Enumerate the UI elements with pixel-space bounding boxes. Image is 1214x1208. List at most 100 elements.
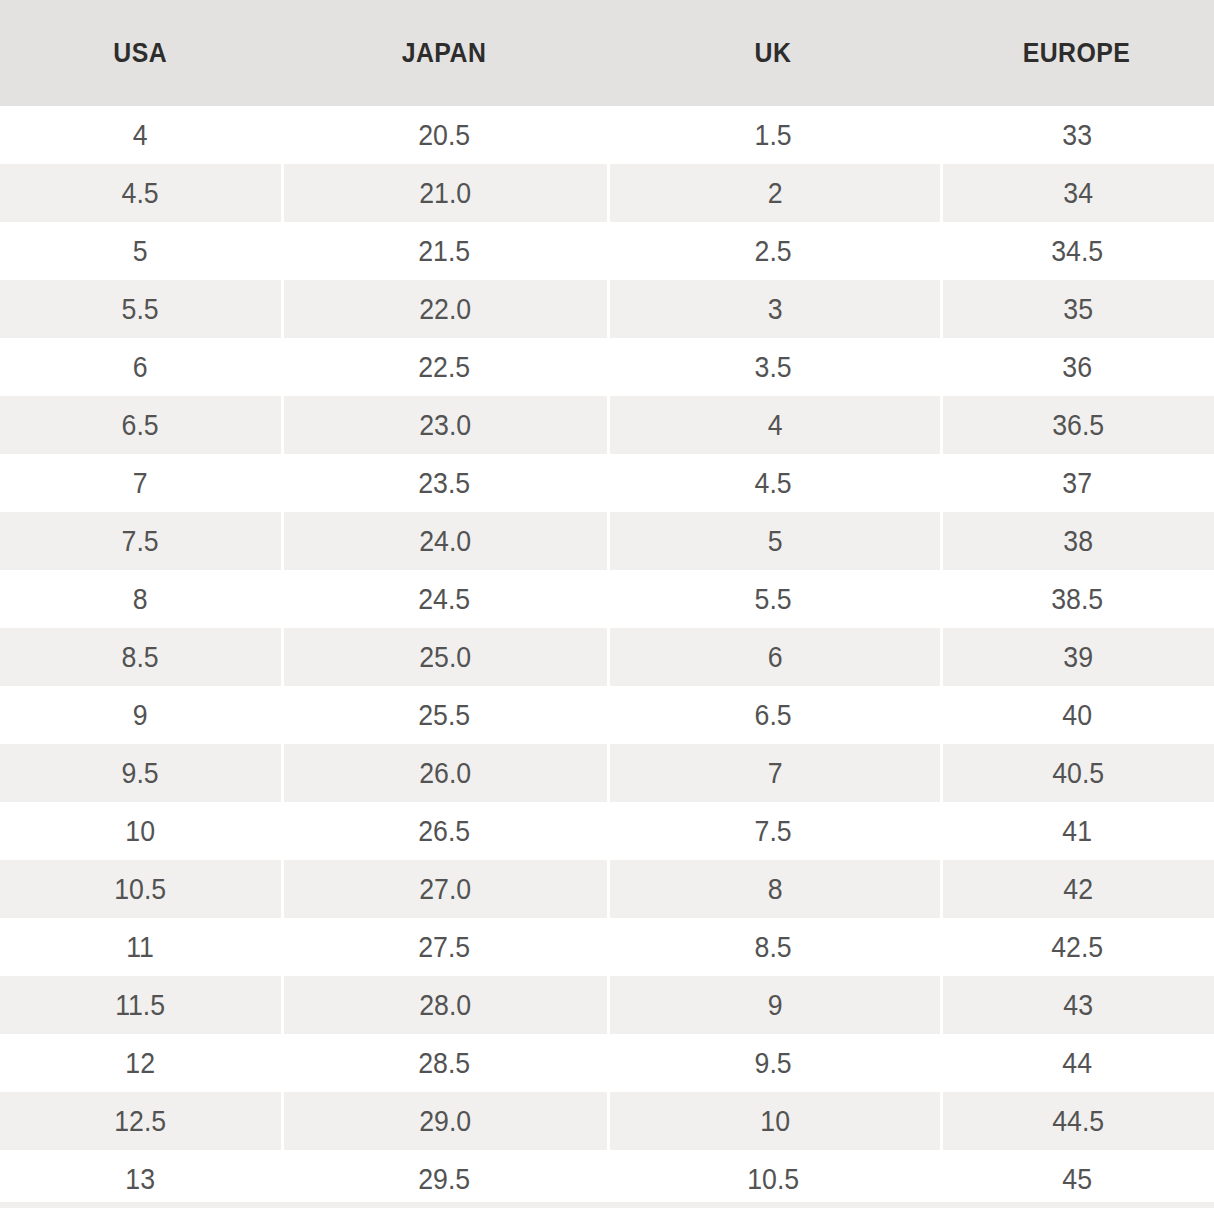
- cell-usa: 9.5: [0, 744, 281, 802]
- cell-value: 9.5: [755, 1047, 792, 1080]
- cell-value: 28.0: [420, 989, 472, 1022]
- cell-value: 6.5: [122, 409, 159, 442]
- cell-usa: 12: [0, 1034, 281, 1092]
- cell-uk: 10: [607, 1092, 940, 1150]
- cell-value: 6: [767, 641, 782, 674]
- cell-japan: 21.0: [281, 164, 607, 222]
- cell-japan: 29.0: [281, 1092, 607, 1150]
- cell-value: 2: [767, 177, 782, 210]
- cell-uk: 4: [607, 396, 940, 454]
- cell-usa: 9: [0, 686, 281, 744]
- cell-europe: 39: [940, 628, 1214, 686]
- next-row-peek-strip: [0, 1202, 1214, 1208]
- cell-value: 5: [133, 235, 148, 268]
- cell-japan: 25.0: [281, 628, 607, 686]
- cell-value: 5: [767, 525, 782, 558]
- cell-europe: 45: [940, 1150, 1214, 1208]
- cell-europe: 36.5: [940, 396, 1214, 454]
- cell-japan: 28.5: [281, 1034, 607, 1092]
- cell-usa: 10: [0, 802, 281, 860]
- header-cell-uk: UK: [607, 0, 940, 106]
- header-label-usa: USA: [114, 38, 168, 69]
- cell-value: 5.5: [122, 293, 159, 326]
- cell-value: 9.5: [122, 757, 159, 790]
- cell-value: 37: [1062, 467, 1092, 500]
- cell-uk: 2.5: [607, 222, 940, 280]
- cell-value: 9: [767, 989, 782, 1022]
- cell-value: 34: [1063, 177, 1093, 210]
- cell-value: 7: [767, 757, 782, 790]
- cell-value: 11: [127, 931, 155, 964]
- cell-value: 28.5: [418, 1047, 470, 1080]
- cell-uk: 1.5: [607, 106, 940, 164]
- table-row: 6 22.5 3.5 36: [0, 338, 1214, 396]
- cell-value: 7.5: [122, 525, 159, 558]
- cell-value: 41: [1062, 815, 1092, 848]
- cell-value: 4.5: [755, 467, 792, 500]
- table-row: 723.54.537: [0, 454, 1214, 512]
- cell-europe: 41: [940, 802, 1214, 860]
- cell-value: 6.5: [755, 699, 792, 732]
- cell-uk: 9.5: [607, 1034, 940, 1092]
- cell-uk: 7: [607, 744, 940, 802]
- cell-value: 40: [1062, 699, 1092, 732]
- cell-value: 12: [126, 1047, 156, 1080]
- cell-japan: 26.0: [281, 744, 607, 802]
- table-row: 9 25.5 6.5 40: [0, 686, 1214, 744]
- cell-europe: 36: [940, 338, 1214, 396]
- cell-uk: 6.5: [607, 686, 940, 744]
- cell-usa: 6.5: [0, 396, 281, 454]
- header-label-uk: UK: [755, 38, 792, 69]
- cell-europe: 38.5: [940, 570, 1214, 628]
- cell-japan: 21.5: [281, 222, 607, 280]
- cell-uk: 3.5: [607, 338, 940, 396]
- cell-japan: 29.5: [281, 1150, 607, 1208]
- table-row: 7.524.0538: [0, 512, 1214, 570]
- cell-japan: 22.5: [281, 338, 607, 396]
- cell-europe: 37: [940, 454, 1214, 512]
- table-row: 8.5 25.0 6 39: [0, 628, 1214, 686]
- cell-value: 13: [126, 1163, 156, 1196]
- cell-value: 38.5: [1051, 583, 1103, 616]
- cell-usa: 4.5: [0, 164, 281, 222]
- table-row: 12 28.5 9.5 44: [0, 1034, 1214, 1092]
- cell-japan: 20.5: [281, 106, 607, 164]
- cell-value: 29.0: [420, 1105, 472, 1138]
- cell-uk: 7.5: [607, 802, 940, 860]
- cell-japan: 27.0: [281, 860, 607, 918]
- cell-value: 1.5: [755, 119, 792, 152]
- cell-value: 34.5: [1051, 235, 1103, 268]
- cell-europe: 42.5: [940, 918, 1214, 976]
- cell-value: 36: [1062, 351, 1092, 384]
- cell-value: 25.5: [418, 699, 470, 732]
- header-label-japan: JAPAN: [402, 38, 487, 69]
- cell-japan: 27.5: [281, 918, 607, 976]
- cell-usa: 11: [0, 918, 281, 976]
- cell-usa: 12.5: [0, 1092, 281, 1150]
- cell-usa: 13: [0, 1150, 281, 1208]
- cell-uk: 10.5: [607, 1150, 940, 1208]
- table-row: 10.527.0842: [0, 860, 1214, 918]
- table-header-row: USA JAPAN UK EUROPE: [0, 0, 1214, 106]
- cell-usa: 5: [0, 222, 281, 280]
- table-row: 13 29.5 10.5 45: [0, 1150, 1214, 1208]
- cell-usa: 10.5: [0, 860, 281, 918]
- cell-value: 10.5: [747, 1163, 799, 1196]
- cell-value: 40.5: [1052, 757, 1104, 790]
- cell-value: 12.5: [115, 1105, 167, 1138]
- cell-uk: 4.5: [607, 454, 940, 512]
- cell-value: 3.5: [755, 351, 792, 384]
- cell-usa: 7: [0, 454, 281, 512]
- cell-value: 44: [1062, 1047, 1092, 1080]
- cell-value: 23.0: [420, 409, 472, 442]
- cell-value: 38: [1063, 525, 1093, 558]
- cell-value: 10: [760, 1105, 790, 1138]
- table-row: 4.5 21.0 2 34: [0, 164, 1214, 222]
- cell-value: 6: [133, 351, 148, 384]
- cell-value: 4.5: [122, 177, 159, 210]
- table-row: 5.522.0335: [0, 280, 1214, 338]
- cell-value: 8.5: [122, 641, 159, 674]
- cell-europe: 35: [940, 280, 1214, 338]
- cell-europe: 40.5: [940, 744, 1214, 802]
- cell-europe: 34.5: [940, 222, 1214, 280]
